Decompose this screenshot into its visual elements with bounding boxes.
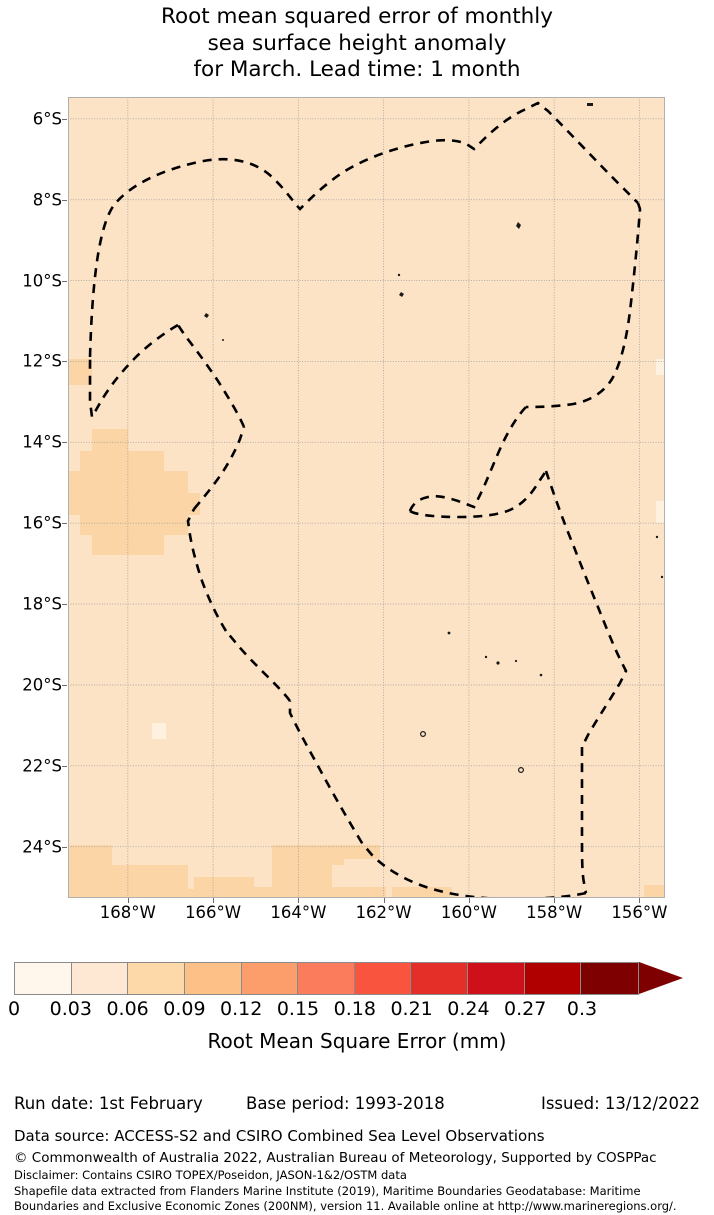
y-tick-mark <box>62 118 67 120</box>
x-tick-mark <box>639 898 641 903</box>
colorbar-tick-label: 0.06 <box>106 998 149 1020</box>
x-tick-label: 156°W <box>611 903 668 922</box>
y-tick-label: 6°S <box>32 109 62 129</box>
y-tick-label: 12°S <box>22 351 62 371</box>
colorbar-tick-label: 0.12 <box>220 998 263 1020</box>
colorbar-tick-label: 0.3 <box>566 998 598 1020</box>
copyright-notice: © Commonwealth of Australia 2022, Austra… <box>14 1150 657 1166</box>
map-canvas <box>68 97 665 898</box>
colorbar-tick-label: 0.24 <box>447 998 490 1020</box>
island-specks <box>204 103 664 773</box>
page-title: Root mean squared error of monthly sea s… <box>161 4 553 82</box>
x-tick-label: 168°W <box>99 903 156 922</box>
colorbar-strip <box>14 962 639 995</box>
x-tick-label: 164°W <box>270 903 327 922</box>
y-tick-mark <box>62 280 67 282</box>
colorbar-band-0 <box>15 963 72 994</box>
colorbar-band-4 <box>241 963 299 994</box>
colorbar-axis-label: Root Mean Square Error (mm) <box>207 1029 507 1053</box>
x-tick-mark <box>127 898 129 903</box>
x-tick-mark <box>468 898 470 903</box>
colorbar-tick-label: 0.15 <box>276 998 320 1020</box>
colorbar-band-3 <box>184 963 242 994</box>
colorbar-tick-label: 0.03 <box>49 998 92 1020</box>
colorbar-overflow-arrow <box>638 962 683 994</box>
data-source: Data source: ACCESS-S2 and CSIRO Combine… <box>14 1127 545 1145</box>
colorbar-tick-label: 0.18 <box>333 998 376 1020</box>
x-tick-mark <box>383 898 385 903</box>
metadata-row: Run date: 1st February Base period: 1993… <box>14 1094 704 1113</box>
colorbar-band-5 <box>298 963 355 994</box>
x-tick-label: 160°W <box>440 903 497 922</box>
y-tick-mark <box>62 361 67 363</box>
eez-boundary <box>88 101 642 898</box>
colorbar-band-6 <box>354 963 412 994</box>
colorbar-band-9 <box>524 963 582 994</box>
y-tick-label: 14°S <box>22 432 62 452</box>
colorbar-band-7 <box>411 963 468 994</box>
shapefile-attribution: Shapefile data extracted from Flanders M… <box>14 1184 677 1213</box>
y-tick-label: 8°S <box>32 190 62 210</box>
x-tick-label: 166°W <box>185 903 242 922</box>
colorbar-band-1 <box>71 963 129 994</box>
y-tick-label: 24°S <box>22 837 62 857</box>
x-tick-mark <box>554 898 556 903</box>
colorbar-tick-label: 0 <box>7 998 21 1020</box>
base-period: Base period: 1993-2018 <box>246 1094 445 1113</box>
y-tick-label: 20°S <box>22 675 62 695</box>
colorbar-band-10 <box>581 963 638 994</box>
colorbar-tick-label: 0.21 <box>390 998 433 1020</box>
run-date: Run date: 1st February <box>14 1094 203 1113</box>
y-tick-mark <box>62 199 67 201</box>
x-tick-mark <box>298 898 300 903</box>
map-plot-area <box>68 97 665 898</box>
y-tick-label: 16°S <box>22 513 62 533</box>
y-tick-mark <box>62 442 67 444</box>
y-tick-mark <box>62 765 67 767</box>
disclaimer-notice: Disclaimer: Contains CSIRO TOPEX/Poseido… <box>14 1168 407 1182</box>
y-tick-mark <box>62 685 67 686</box>
colorbar-tick-label: 0.27 <box>504 998 547 1020</box>
issued-date: Issued: 13/12/2022 <box>540 1094 700 1113</box>
y-tick-mark <box>62 846 67 848</box>
x-tick-label: 158°W <box>526 903 583 922</box>
colorbar-band-2 <box>128 963 185 994</box>
y-tick-label: 18°S <box>22 594 62 614</box>
colorbar: 0 0.03 0.06 0.09 0.12 0.15 0.18 0.21 0.24 0.27 0.3 <box>0 960 714 1020</box>
colorbar-band-8 <box>468 963 525 994</box>
y-tick-label: 10°S <box>22 271 62 291</box>
x-tick-mark <box>213 898 215 903</box>
y-tick-mark <box>62 523 67 525</box>
x-tick-label: 162°W <box>355 903 412 922</box>
y-tick-label: 22°S <box>22 756 62 776</box>
map-gridlines <box>68 97 665 898</box>
y-tick-mark <box>62 604 67 606</box>
colorbar-tick-label: 0.09 <box>163 998 206 1020</box>
